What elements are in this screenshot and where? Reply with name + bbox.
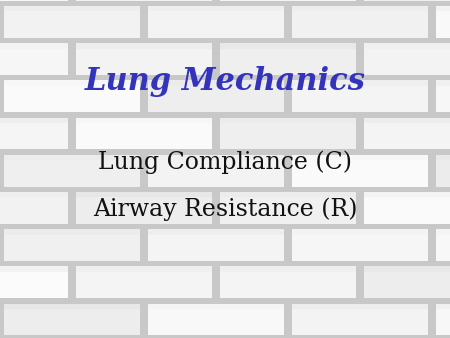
Bar [0, 266, 68, 298]
Bar [292, 229, 428, 261]
Bar [436, 155, 450, 187]
Bar [0, 43, 68, 49]
Bar [364, 0, 450, 1]
Bar [4, 229, 140, 261]
Bar [292, 6, 428, 11]
Bar [436, 229, 450, 235]
Bar [4, 155, 140, 160]
Bar [76, 0, 212, 1]
Bar [148, 6, 284, 11]
Bar [0, 43, 68, 75]
Bar [4, 229, 140, 235]
Bar [76, 43, 212, 75]
Bar [292, 6, 428, 38]
Bar [364, 192, 450, 197]
Bar [148, 229, 284, 235]
Bar [436, 229, 450, 261]
Bar [364, 43, 450, 49]
Bar [292, 155, 428, 187]
Bar [292, 304, 428, 309]
Bar [364, 118, 450, 123]
Bar [364, 118, 450, 149]
Bar [292, 80, 428, 86]
Bar [148, 155, 284, 187]
Bar [436, 80, 450, 86]
Bar [76, 266, 212, 272]
Bar [436, 80, 450, 112]
Bar [76, 118, 212, 149]
Bar [76, 43, 212, 49]
Bar [220, 0, 356, 1]
Bar [220, 43, 356, 75]
Bar [4, 6, 140, 38]
Bar [0, 266, 68, 272]
Bar [148, 229, 284, 261]
Bar [364, 192, 450, 224]
Bar [76, 266, 212, 298]
Bar [436, 6, 450, 11]
Bar [436, 304, 450, 309]
Text: Airway Resistance (R): Airway Resistance (R) [93, 198, 357, 221]
Bar [0, 118, 68, 149]
Bar [220, 266, 356, 298]
Bar [220, 266, 356, 272]
Bar [292, 229, 428, 235]
Bar [4, 80, 140, 86]
Bar [220, 43, 356, 49]
Bar [148, 304, 284, 335]
Bar [0, 118, 68, 123]
Bar [220, 192, 356, 197]
Bar [220, 118, 356, 149]
Bar [148, 80, 284, 86]
Bar [4, 6, 140, 11]
Bar [4, 304, 140, 309]
Bar [148, 80, 284, 112]
Bar [4, 80, 140, 112]
Bar [148, 155, 284, 160]
Bar [4, 155, 140, 187]
Bar [292, 80, 428, 112]
Bar [364, 43, 450, 75]
Text: Lung Compliance (C): Lung Compliance (C) [98, 150, 352, 174]
Bar [76, 192, 212, 224]
Bar [76, 118, 212, 123]
Bar [0, 0, 68, 1]
Bar [364, 266, 450, 272]
Bar [436, 155, 450, 160]
Bar [364, 266, 450, 298]
Bar [436, 6, 450, 38]
Bar [148, 304, 284, 309]
Bar [292, 304, 428, 335]
Bar [148, 6, 284, 38]
Bar [76, 192, 212, 197]
Bar [0, 192, 68, 197]
Bar [436, 304, 450, 335]
Bar [0, 192, 68, 224]
Bar [4, 304, 140, 335]
Bar [292, 155, 428, 160]
Text: Lung Mechanics: Lung Mechanics [85, 66, 365, 97]
Bar [220, 192, 356, 224]
Bar [220, 118, 356, 123]
